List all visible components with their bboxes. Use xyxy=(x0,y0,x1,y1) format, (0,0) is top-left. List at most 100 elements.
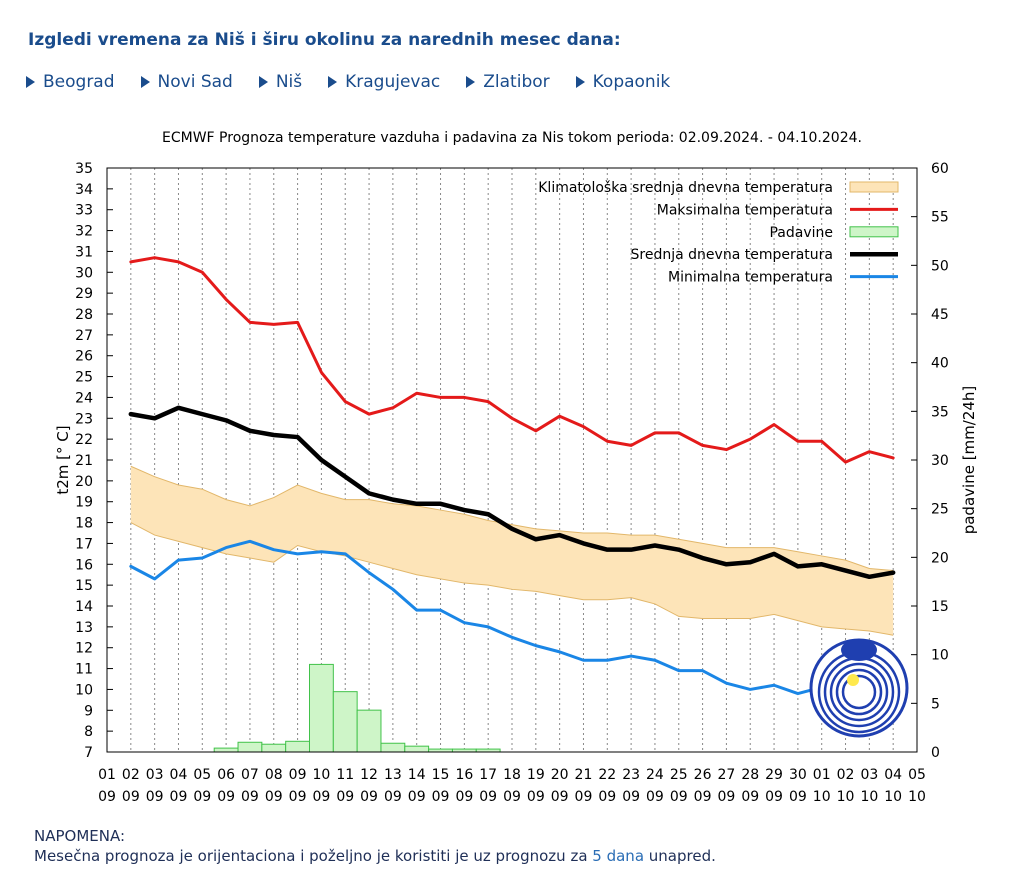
x-tick-month: 09 xyxy=(241,789,259,805)
x-tick-day: 30 xyxy=(789,767,807,783)
x-tick-day: 02 xyxy=(122,767,140,783)
x-tick-month: 09 xyxy=(646,789,664,805)
city-label: Zlatibor xyxy=(483,72,550,92)
x-tick-day: 20 xyxy=(551,767,569,783)
arrow-right-icon xyxy=(466,76,476,88)
x-tick-month: 09 xyxy=(598,789,616,805)
x-tick-month: 09 xyxy=(622,789,640,805)
x-tick-month: 09 xyxy=(694,789,712,805)
x-tick-day: 17 xyxy=(479,767,497,783)
y-tick-label: 14 xyxy=(75,599,93,615)
legend-swatch-precip xyxy=(849,226,899,238)
logo-sun xyxy=(847,674,859,686)
x-tick-day: 10 xyxy=(312,767,330,783)
note-text-after: unapred. xyxy=(644,847,716,865)
climatology-lower-edge xyxy=(130,522,894,636)
climatology-upper-edge xyxy=(130,465,894,572)
x-tick-month: 09 xyxy=(336,789,354,805)
x-tick-day: 01 xyxy=(813,767,831,783)
climatology-area xyxy=(130,466,894,636)
y-tick-label: 19 xyxy=(75,495,93,511)
arrow-right-icon xyxy=(328,76,338,88)
x-tick-day: 28 xyxy=(741,767,759,783)
y-tick-label: 26 xyxy=(75,349,93,365)
precipitation-bars xyxy=(213,663,501,753)
city-label: Novi Sad xyxy=(157,72,233,92)
y-tick-label: 28 xyxy=(75,307,93,323)
x-tick-day: 09 xyxy=(289,767,307,783)
x-tick-day: 25 xyxy=(670,767,688,783)
x-tick-day: 04 xyxy=(170,767,188,783)
arrow-right-icon xyxy=(258,76,268,88)
city-link-kopaonik[interactable]: Kopaonik xyxy=(575,72,670,92)
y2-tick-label: 10 xyxy=(931,648,949,664)
y-axis-label: t2m [° C] xyxy=(54,425,72,494)
chart-title: ECMWF Prognoza temperature vazduha i pad… xyxy=(162,130,862,146)
chart-legend: Klimatološka srednja dnevna temperatura M… xyxy=(538,180,899,286)
y-tick-label: 15 xyxy=(75,578,93,594)
arrow-right-icon xyxy=(575,76,585,88)
y2-tick-label: 15 xyxy=(931,599,949,615)
city-link-zlatibor[interactable]: Zlatibor xyxy=(466,72,550,92)
x-tick-month: 09 xyxy=(789,789,807,805)
five-day-forecast-link[interactable]: 5 dana xyxy=(592,847,645,865)
note-title: NAPOMENA: xyxy=(34,827,126,845)
x-tick-day: 06 xyxy=(217,767,235,783)
y-tick-label: 16 xyxy=(75,557,93,573)
x-tick-day: 21 xyxy=(575,767,593,783)
page-heading: Izgledi vremena za Niš i širu okolinu za… xyxy=(28,30,621,50)
climatology-band xyxy=(130,465,894,636)
logo-ring xyxy=(835,668,883,716)
y-tick-label: 10 xyxy=(75,682,93,698)
x-tick-month: 09 xyxy=(170,789,188,805)
x-tick-month: 09 xyxy=(193,789,211,805)
x-tick-month: 09 xyxy=(575,789,593,805)
forecast-chart: 7 8 9 10 11 12 13 14 15 16 17 18 19 20 21 22 23 24 25 26 27 2… xyxy=(54,130,978,805)
y2-tick-label: 35 xyxy=(931,404,949,420)
x-tick-month: 09 xyxy=(146,789,164,805)
city-link-nis[interactable]: Niš xyxy=(258,72,302,92)
chart-axes xyxy=(106,167,918,753)
x-tick-month: 09 xyxy=(527,789,545,805)
x-tick-day: 22 xyxy=(598,767,616,783)
x-tick-day: 27 xyxy=(717,767,735,783)
precip-bar xyxy=(309,663,334,753)
x-tick-day: 16 xyxy=(455,767,473,783)
x-tick-month: 09 xyxy=(503,789,521,805)
city-link-novi-sad[interactable]: Novi Sad xyxy=(140,72,233,92)
min-temperature-line xyxy=(129,539,895,708)
temperature-lines xyxy=(128,256,896,708)
x-tick-day: 12 xyxy=(360,767,378,783)
y2-axis-label: padavine [mm/24h] xyxy=(960,386,978,535)
max-temperature-line xyxy=(129,256,895,464)
legend-label: Srednja dnevna temperatura xyxy=(631,247,833,263)
legend-swatch-climatology xyxy=(849,181,899,193)
y-tick-label: 20 xyxy=(75,474,93,490)
city-label: Beograd xyxy=(43,72,115,92)
y2-tick-label: 55 xyxy=(931,210,949,226)
x-tick-month: 09 xyxy=(360,789,378,805)
y-tick-label: 27 xyxy=(75,328,93,344)
arrow-right-icon xyxy=(26,76,35,88)
x-tick-day: 02 xyxy=(837,767,855,783)
x-tick-month: 09 xyxy=(217,789,235,805)
logo-ring xyxy=(829,662,889,722)
x-tick-day: 29 xyxy=(765,767,783,783)
y-tick-label: 17 xyxy=(75,536,93,552)
x-tick-month: 10 xyxy=(884,789,902,805)
city-link-kragujevac[interactable]: Kragujevac xyxy=(328,72,440,92)
mean-temperature-line xyxy=(128,405,896,580)
x-tick-month: 09 xyxy=(312,789,330,805)
y2-tick-label: 0 xyxy=(931,745,940,761)
city-link-beograd[interactable]: Beograd xyxy=(26,72,115,92)
y-tick-label: 22 xyxy=(75,432,93,448)
y-tick-label: 18 xyxy=(75,516,93,532)
legend-label: Minimalna temperatura xyxy=(668,270,833,286)
x-tick-month: 09 xyxy=(741,789,759,805)
x-tick-day: 11 xyxy=(336,767,354,783)
x-tick-month: 09 xyxy=(670,789,688,805)
y-tick-label: 9 xyxy=(84,703,93,719)
x-tick-month: 09 xyxy=(408,789,426,805)
x-tick-month: 10 xyxy=(860,789,878,805)
x-tick-month: 09 xyxy=(765,789,783,805)
